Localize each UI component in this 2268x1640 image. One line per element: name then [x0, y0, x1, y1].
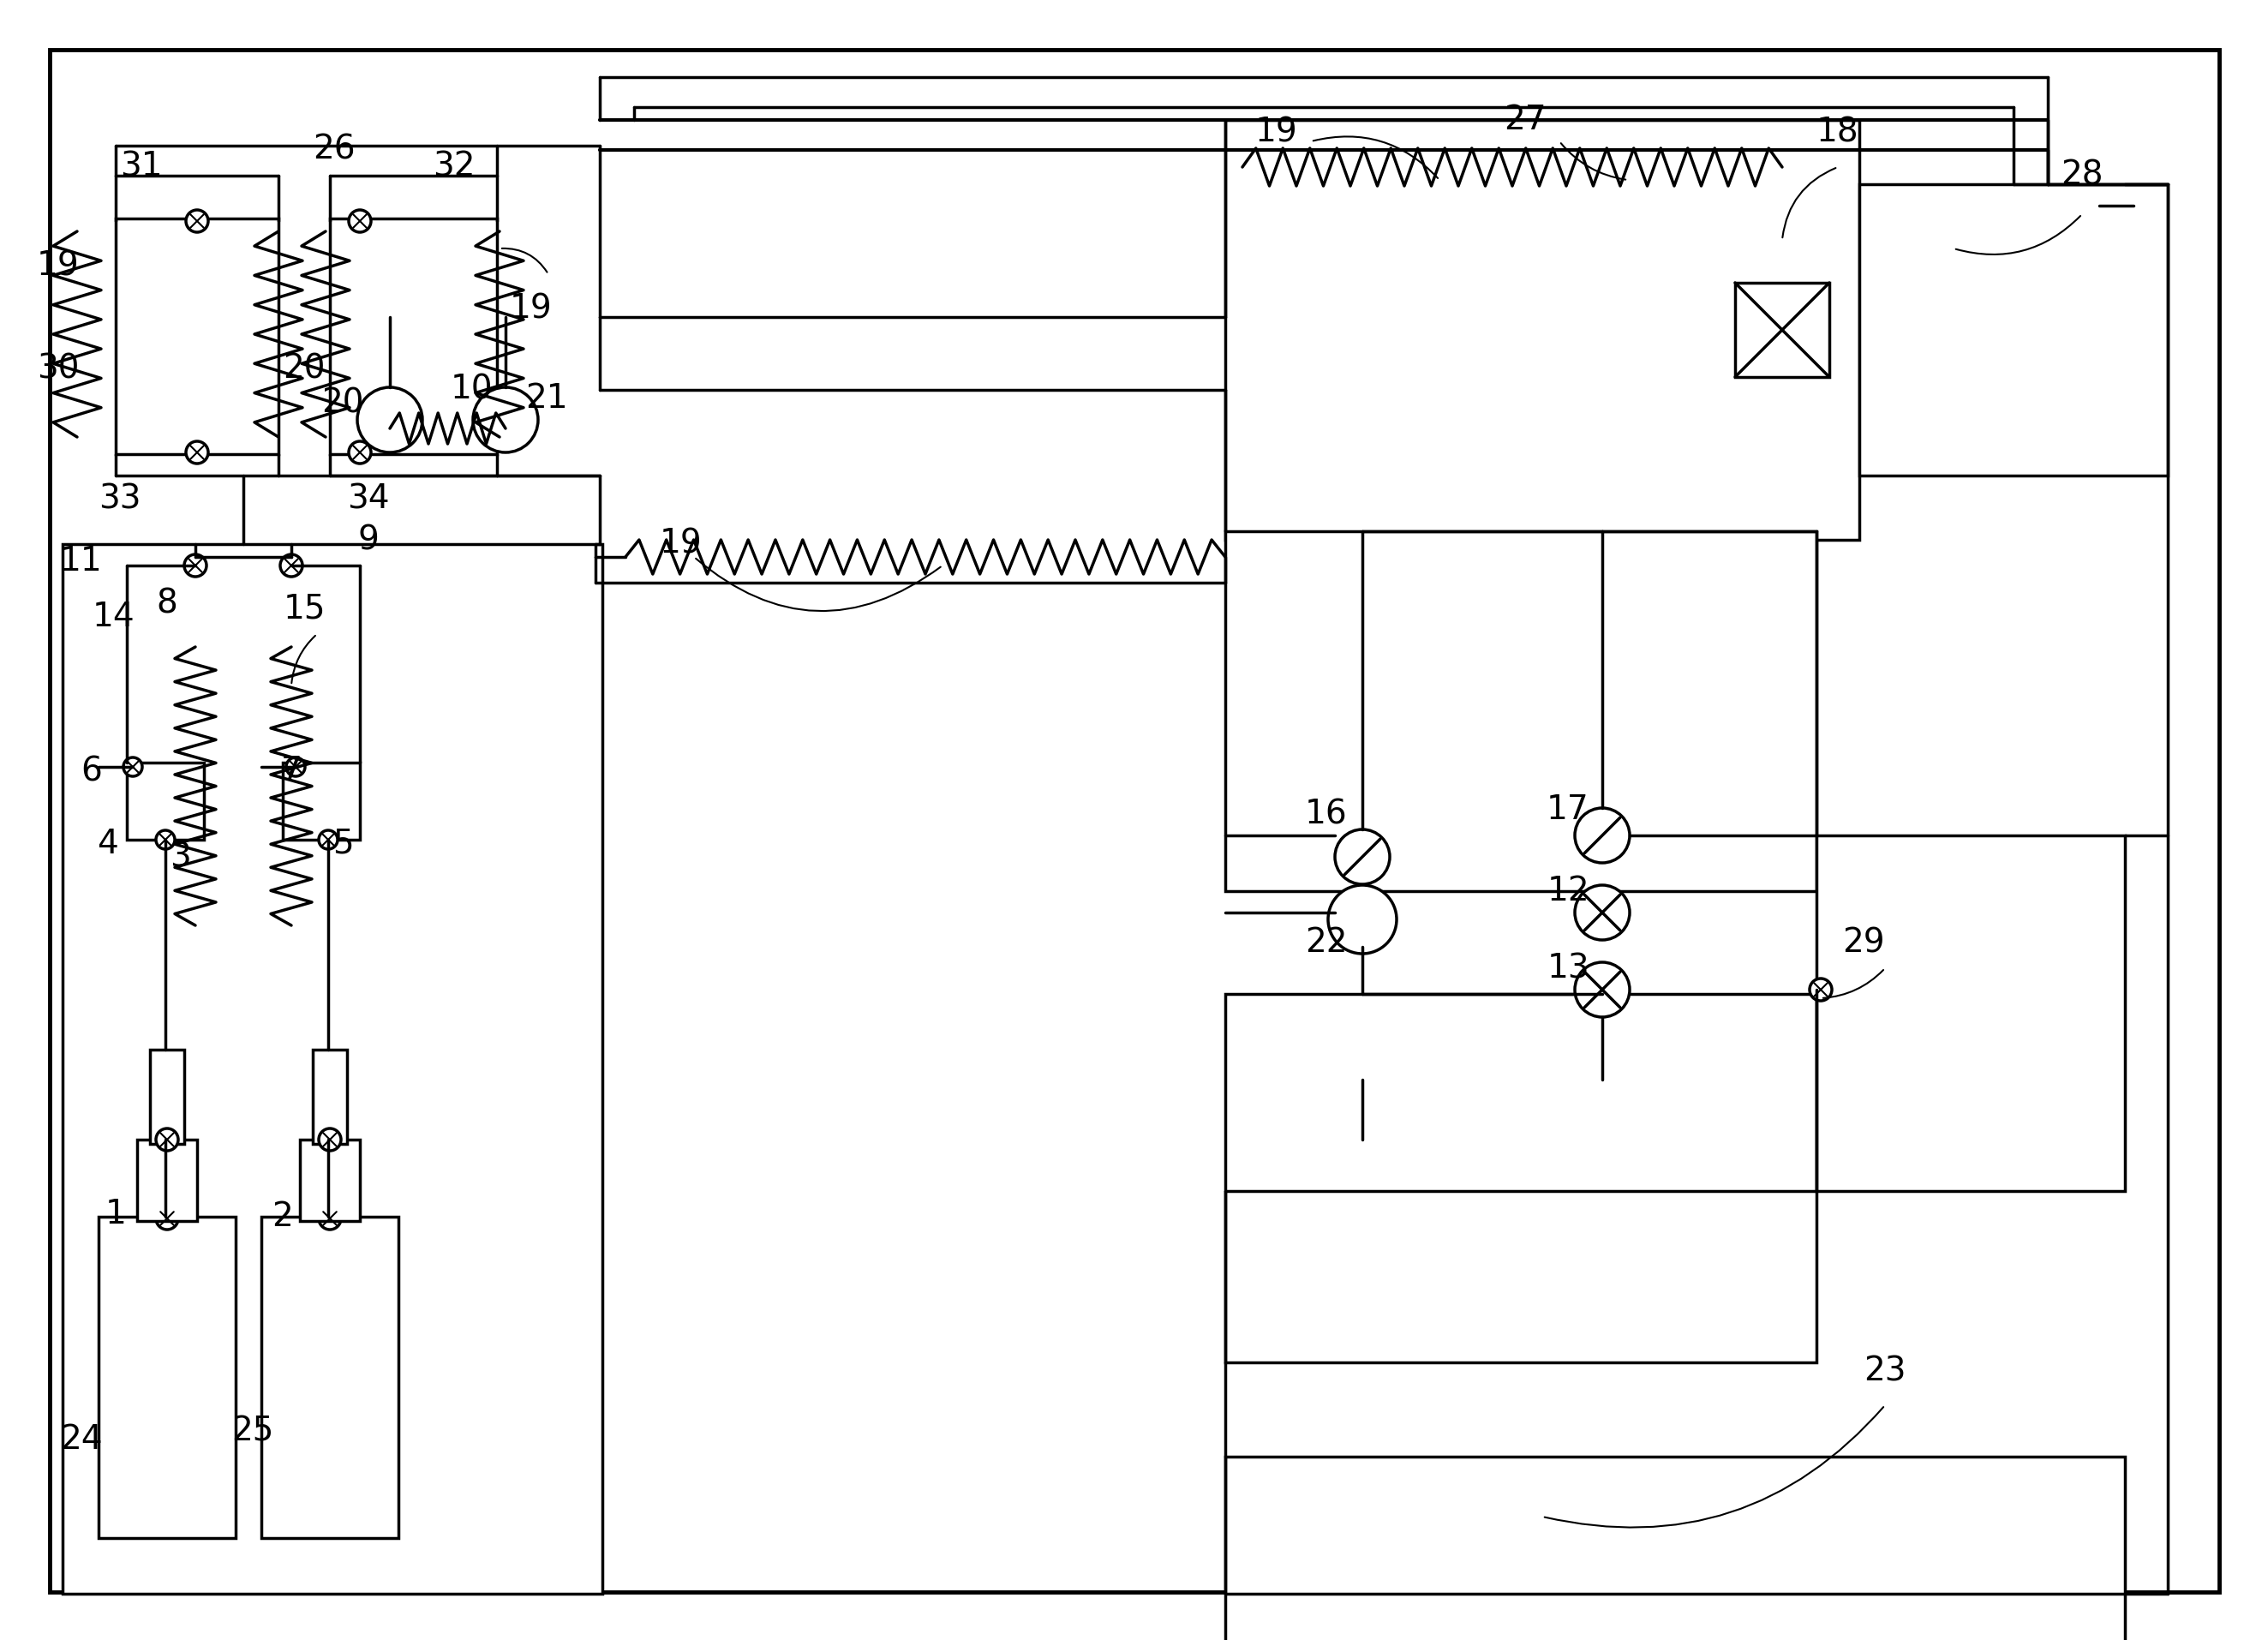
Circle shape — [358, 387, 422, 453]
Circle shape — [286, 758, 304, 776]
Circle shape — [156, 830, 175, 850]
Circle shape — [349, 441, 372, 464]
Bar — [313, 1050, 347, 1143]
Text: 33: 33 — [100, 484, 141, 517]
Text: 26: 26 — [313, 134, 356, 166]
Text: 19: 19 — [660, 528, 703, 561]
Text: 21: 21 — [526, 382, 567, 415]
Text: 19: 19 — [1256, 116, 1297, 149]
Text: 15: 15 — [284, 592, 324, 625]
Circle shape — [1574, 809, 1631, 863]
Bar — [1735, 282, 1830, 377]
Bar — [329, 218, 497, 454]
Circle shape — [1810, 979, 1833, 1000]
Circle shape — [1329, 886, 1397, 954]
Text: 32: 32 — [433, 151, 476, 184]
Circle shape — [186, 441, 209, 464]
Text: 20: 20 — [322, 387, 363, 418]
Text: 12: 12 — [1547, 874, 1590, 907]
Circle shape — [320, 830, 338, 850]
Bar — [64, 544, 603, 1594]
Circle shape — [1574, 886, 1631, 940]
Text: 4: 4 — [98, 828, 118, 861]
Circle shape — [184, 554, 206, 577]
Bar — [150, 1050, 184, 1143]
Text: 17: 17 — [1547, 794, 1590, 827]
Bar — [1225, 531, 1817, 891]
Text: 24: 24 — [61, 1424, 102, 1456]
Circle shape — [156, 1207, 179, 1230]
Bar — [1860, 184, 2168, 476]
Text: 30: 30 — [36, 353, 79, 385]
Text: 18: 18 — [1817, 116, 1860, 149]
Bar — [1817, 835, 2125, 1191]
Circle shape — [281, 554, 302, 577]
Text: 25: 25 — [231, 1415, 274, 1446]
Text: 16: 16 — [1304, 797, 1347, 830]
Circle shape — [186, 210, 209, 233]
Text: 8: 8 — [156, 587, 177, 620]
Circle shape — [1574, 963, 1631, 1017]
Text: 20: 20 — [284, 353, 324, 385]
Text: 14: 14 — [93, 600, 136, 633]
Text: 7: 7 — [281, 754, 302, 787]
Bar — [136, 1140, 197, 1222]
Circle shape — [156, 1128, 179, 1151]
Text: 19: 19 — [510, 292, 553, 325]
Circle shape — [320, 1128, 340, 1151]
Text: 13: 13 — [1547, 951, 1590, 984]
Text: 2: 2 — [272, 1200, 293, 1233]
Text: 11: 11 — [59, 544, 102, 577]
Bar — [98, 1217, 236, 1538]
Bar — [299, 1140, 361, 1222]
Text: 10: 10 — [449, 374, 492, 407]
Circle shape — [1336, 830, 1390, 884]
Bar — [261, 1217, 399, 1538]
Text: 5: 5 — [331, 828, 354, 861]
Circle shape — [320, 1207, 340, 1230]
Text: 31: 31 — [120, 151, 163, 184]
Bar — [1225, 120, 1860, 540]
Text: 23: 23 — [1864, 1355, 1905, 1387]
Bar — [127, 763, 204, 840]
Text: 28: 28 — [2062, 159, 2102, 192]
Circle shape — [122, 758, 143, 776]
Text: 27: 27 — [1504, 103, 1547, 136]
Text: 19: 19 — [36, 249, 79, 282]
Circle shape — [474, 387, 538, 453]
Bar — [116, 218, 279, 454]
Bar — [1225, 994, 1817, 1363]
Text: 1: 1 — [104, 1197, 127, 1230]
Text: 34: 34 — [347, 484, 390, 517]
Text: 3: 3 — [170, 841, 191, 872]
Text: 9: 9 — [358, 523, 379, 556]
Bar — [284, 763, 361, 840]
Text: 6: 6 — [82, 754, 102, 787]
Text: 29: 29 — [1842, 927, 1885, 959]
Circle shape — [349, 210, 372, 233]
Bar — [1225, 1456, 2125, 1640]
Text: 22: 22 — [1304, 927, 1347, 959]
